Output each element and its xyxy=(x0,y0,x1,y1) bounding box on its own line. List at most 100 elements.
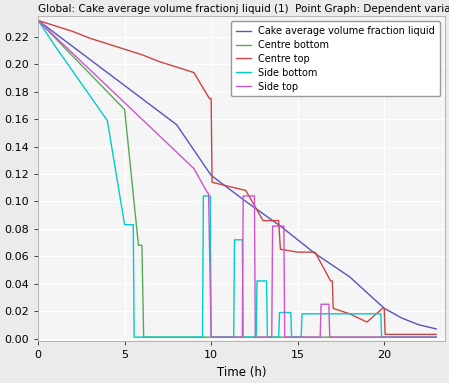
Side bottom xyxy=(232,237,237,242)
Side top xyxy=(252,194,257,198)
Cake average volume fraction liquid xyxy=(35,18,41,23)
Cake average volume fraction liquid xyxy=(416,322,422,327)
Side bottom xyxy=(241,335,246,339)
Side bottom xyxy=(378,311,383,316)
Centre bottom xyxy=(209,335,215,339)
Side bottom xyxy=(231,335,236,339)
Centre top xyxy=(209,180,215,185)
Side bottom xyxy=(87,93,92,98)
Side bottom xyxy=(200,335,205,339)
Side top xyxy=(122,100,128,105)
Centre bottom xyxy=(313,335,318,339)
Line: Side bottom: Side bottom xyxy=(38,20,436,337)
X-axis label: Time (h): Time (h) xyxy=(217,366,266,379)
Centre top xyxy=(414,332,420,337)
Side top xyxy=(174,150,179,154)
Centre bottom xyxy=(157,335,162,339)
Centre top xyxy=(347,311,352,316)
Centre top xyxy=(382,306,387,311)
Side bottom xyxy=(265,335,270,339)
Centre top xyxy=(295,250,300,254)
Side bottom xyxy=(35,18,41,23)
Cake average volume fraction liquid xyxy=(399,316,404,320)
Side bottom xyxy=(385,335,391,339)
Side bottom xyxy=(145,335,151,339)
Centre bottom xyxy=(226,335,231,339)
Centre bottom xyxy=(295,335,300,339)
Centre top xyxy=(313,250,318,254)
Cake average volume fraction liquid xyxy=(139,96,145,101)
Centre top xyxy=(139,52,145,57)
Centre top xyxy=(330,278,335,283)
Side top xyxy=(383,335,388,339)
Cake average volume fraction liquid xyxy=(382,306,387,311)
Centre bottom xyxy=(208,335,214,339)
Centre top xyxy=(53,24,58,28)
Centre top xyxy=(87,36,92,41)
Side bottom xyxy=(131,223,136,227)
Centre top xyxy=(226,184,231,189)
Side bottom xyxy=(145,335,150,339)
Centre bottom xyxy=(416,335,422,339)
Centre top xyxy=(260,218,266,223)
Centre top xyxy=(416,332,422,337)
Centre top xyxy=(243,188,248,193)
Centre bottom xyxy=(122,107,128,112)
Centre bottom xyxy=(136,243,141,247)
Cake average volume fraction liquid xyxy=(433,327,439,331)
Centre top xyxy=(399,332,404,337)
Side bottom xyxy=(276,335,282,339)
Centre bottom xyxy=(277,335,283,339)
Side bottom xyxy=(289,335,295,339)
Side bottom xyxy=(122,223,128,227)
Side bottom xyxy=(277,310,282,315)
Side top xyxy=(191,166,197,171)
Centre top xyxy=(276,218,282,223)
Side top xyxy=(317,335,323,339)
Side top xyxy=(157,133,162,138)
Side top xyxy=(327,335,332,339)
Centre bottom xyxy=(174,335,179,339)
Side bottom xyxy=(264,278,269,283)
Side top xyxy=(208,335,214,339)
Centre bottom xyxy=(347,335,352,339)
Side bottom xyxy=(207,194,213,198)
Centre bottom xyxy=(105,90,110,94)
Centre bottom xyxy=(330,335,335,339)
Side top xyxy=(53,34,58,39)
Centre bottom xyxy=(399,335,404,339)
Side bottom xyxy=(240,237,245,242)
Side top xyxy=(240,335,245,339)
Centre bottom xyxy=(382,335,387,339)
Cake average volume fraction liquid xyxy=(208,173,214,178)
Side bottom xyxy=(53,44,58,49)
Side top xyxy=(70,51,75,56)
Centre top xyxy=(191,70,197,75)
Centre top xyxy=(330,306,336,311)
Side bottom xyxy=(299,311,305,316)
Side top xyxy=(433,335,439,339)
Cake average volume fraction liquid xyxy=(313,251,318,256)
Side top xyxy=(282,335,287,339)
Side bottom xyxy=(201,194,206,198)
Cake average volume fraction liquid xyxy=(243,199,248,204)
Side bottom xyxy=(288,310,294,315)
Cake average volume fraction liquid xyxy=(105,70,110,75)
Side bottom xyxy=(254,335,259,339)
Centre bottom xyxy=(141,335,146,339)
Side top xyxy=(35,18,41,23)
Centre top xyxy=(208,96,214,101)
Side top xyxy=(105,84,110,88)
Side top xyxy=(139,117,145,121)
Side bottom xyxy=(379,335,384,339)
Cake average volume fraction liquid xyxy=(174,122,179,127)
Centre top xyxy=(364,320,370,324)
Legend: Cake average volume fraction liquid, Centre bottom, Centre top, Side bottom, Sid: Cake average volume fraction liquid, Cen… xyxy=(231,21,440,97)
Side bottom xyxy=(207,194,212,198)
Side top xyxy=(318,302,324,306)
Centre bottom xyxy=(139,243,145,247)
Centre top xyxy=(328,278,333,283)
Centre bottom xyxy=(35,18,41,23)
Side top xyxy=(241,194,246,198)
Side bottom xyxy=(105,118,110,123)
